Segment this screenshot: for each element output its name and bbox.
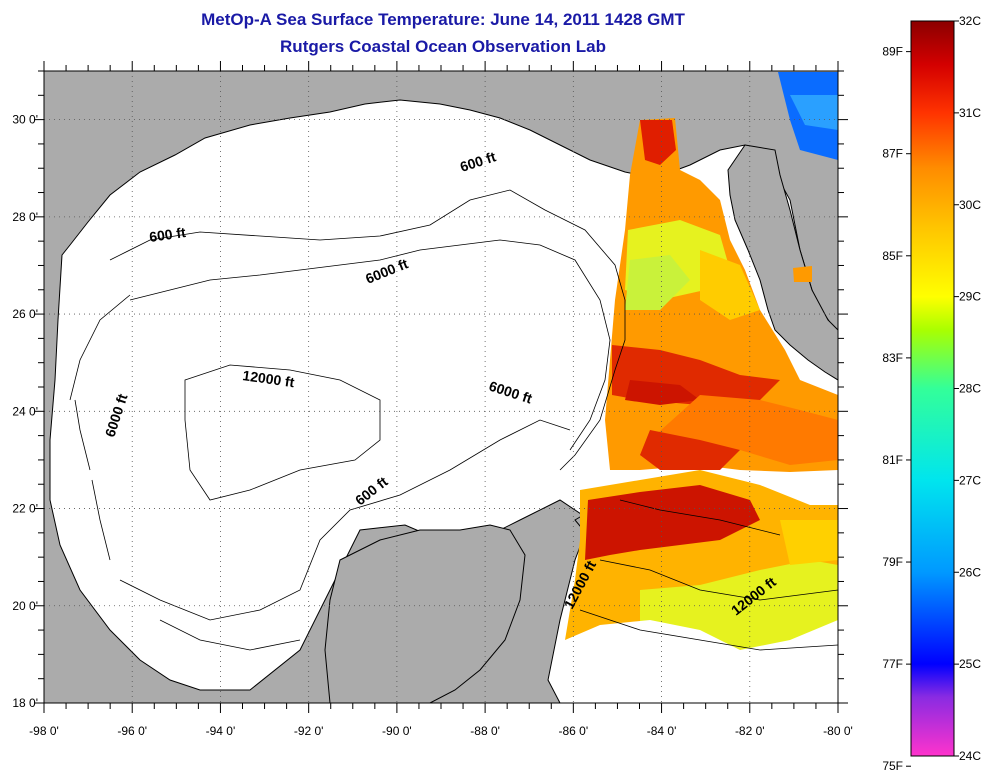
colorbar-celsius-label: 27C (959, 473, 981, 487)
colorbar-celsius-label: 31C (959, 106, 981, 120)
contour-label-600-west: 600 ft (148, 224, 187, 245)
latitude-tick-label: 30 0' (12, 113, 38, 127)
map-title: MetOp-A Sea Surface Temperature: June 14… (201, 10, 685, 29)
longitude-tick-label: -98 0' (29, 724, 59, 738)
longitude-tick-label: -82 0' (735, 724, 765, 738)
latitude-tick-label: 26 0' (12, 307, 38, 321)
longitude-tick-label: -86 0' (559, 724, 589, 738)
colorbar-celsius-label: 32C (959, 14, 981, 28)
contour-label-12000-central: 12000 ft (242, 367, 296, 390)
longitude-tick-label: -96 0' (117, 724, 147, 738)
latitude-tick-label: 28 0' (12, 210, 38, 224)
colorbar-celsius-label: 30C (959, 198, 981, 212)
graticule (44, 71, 838, 703)
longitude-tick-label: -94 0' (206, 724, 236, 738)
longitude-axis: -98 0' -96 0' -94 0' -92 0' -90 0' -88 0' -86 … (29, 61, 853, 738)
colorbar-fahrenheit-label: 79F (882, 555, 903, 569)
map-subtitle: Rutgers Coastal Ocean Observation Lab (280, 37, 606, 56)
latitude-tick-label: 22 0' (12, 502, 38, 516)
longitude-tick-label: -80 0' (823, 724, 853, 738)
sst-data-swath (565, 72, 838, 703)
latitude-tick-label: 24 0' (12, 404, 38, 418)
colorbar-ticks: 32C 31C 30C 29C 28C 27C 26C 25C 24C 89F 87F 85F 83F 8… (882, 14, 981, 770)
colorbar-fahrenheit-label: 85F (882, 249, 903, 263)
florida-land (727, 144, 838, 381)
colorbar-celsius-label: 28C (959, 382, 981, 396)
colorbar-celsius-label: 25C (959, 657, 981, 671)
colorbar-celsius-label: 29C (959, 290, 981, 304)
depth-contours (69, 189, 838, 651)
colorbar-celsius-label: 24C (959, 749, 981, 763)
latitude-axis: 30 0' 28 0' 26 0' 24 0' 22 0' 20 0' 18 0' (12, 70, 848, 710)
longitude-tick-label: -88 0' (470, 724, 500, 738)
colorbar-fahrenheit-label: 77F (882, 657, 903, 671)
colorbar (910, 20, 955, 757)
colorbar-fahrenheit-label: 87F (882, 147, 903, 161)
colorbar-celsius-label: 26C (959, 565, 981, 579)
colorbar-fahrenheit-label: 89F (882, 45, 903, 59)
longitude-tick-label: -90 0' (382, 724, 412, 738)
latitude-tick-label: 20 0' (12, 599, 38, 613)
latitude-tick-label: 18 0' (12, 696, 38, 710)
longitude-tick-label: -84 0' (647, 724, 677, 738)
colorbar-fahrenheit-label: 81F (882, 453, 903, 467)
colorbar-fahrenheit-label: 75F (882, 759, 903, 770)
yucatan-land (324, 524, 526, 703)
colorbar-fahrenheit-label: 83F (882, 351, 903, 365)
longitude-tick-label: -92 0' (294, 724, 324, 738)
